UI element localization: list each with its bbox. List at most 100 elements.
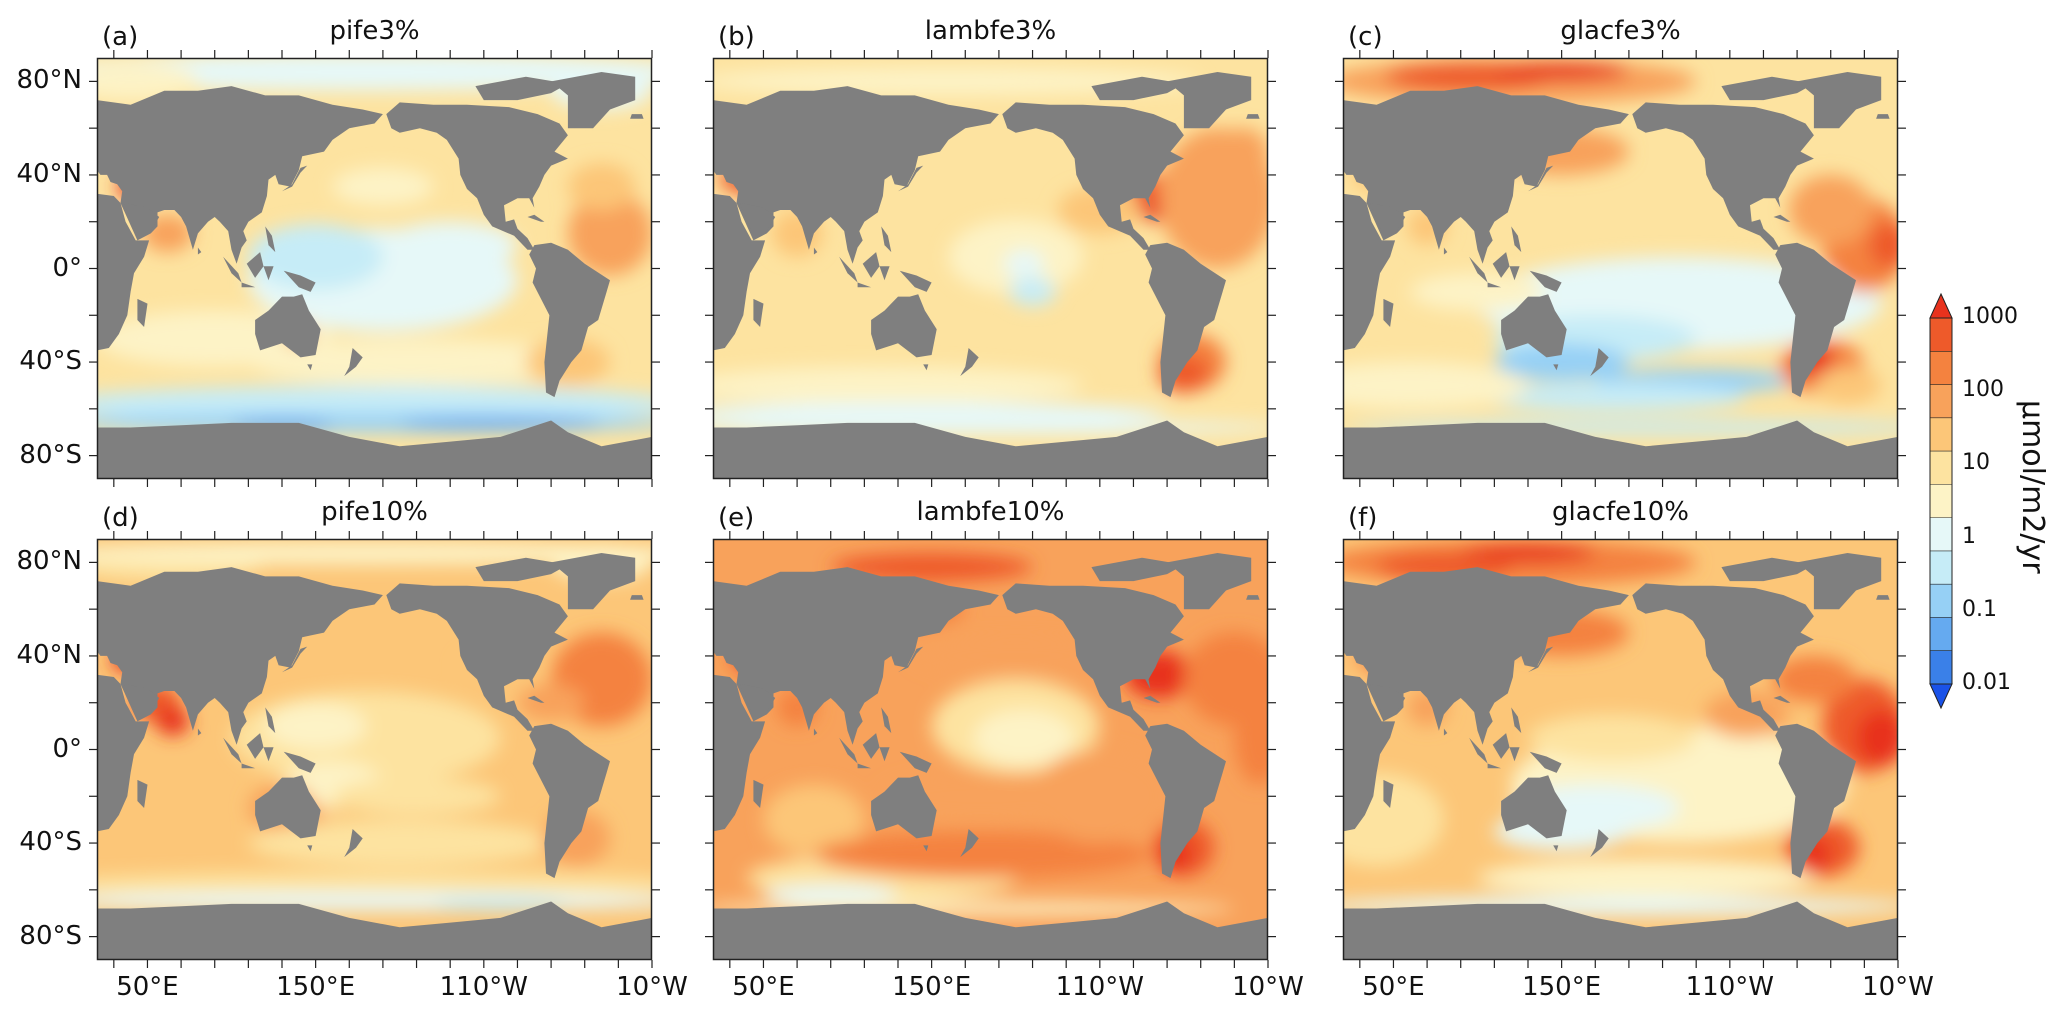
map-panel: (e) lambfe10% xyxy=(705,497,1276,968)
ocean-field-region xyxy=(1410,273,1545,311)
map-panel: (d) pife10% xyxy=(89,497,660,968)
land-cuba xyxy=(527,695,545,703)
ocean-field-region xyxy=(1460,543,1596,563)
ocean-field-region xyxy=(1869,221,1898,269)
land-eurasia xyxy=(713,567,999,745)
land-greenland xyxy=(551,553,636,610)
y-tick-label: 80°S xyxy=(19,920,82,951)
land-sumatra xyxy=(1469,256,1488,283)
x-tick-label: 110°W xyxy=(1685,972,1774,1002)
land-uk xyxy=(1268,614,1275,633)
land-sumatra xyxy=(223,737,242,764)
colorbar-tick-label: 1 xyxy=(1962,523,1976,549)
ocean-field-region xyxy=(1343,362,1528,409)
landmasses xyxy=(97,72,652,479)
axis-ticks xyxy=(89,531,660,968)
land-iceland xyxy=(1876,595,1890,600)
ocean-field xyxy=(1343,58,1898,479)
panel-label: (f) xyxy=(1348,503,1378,533)
map-frame xyxy=(712,57,1269,480)
landmasses xyxy=(713,553,1275,960)
land-arabia xyxy=(739,684,776,713)
ocean-field-region xyxy=(1788,174,1873,246)
ocean-field xyxy=(1343,539,1898,960)
land-australia xyxy=(1501,775,1567,839)
y-tick-label: 40°S xyxy=(19,827,82,858)
land-tasmania xyxy=(1553,845,1559,852)
land-north-america xyxy=(1002,102,1184,250)
map-frame xyxy=(1342,538,1899,961)
colorbar-segment xyxy=(1930,550,1952,585)
ocean-field-region xyxy=(1234,691,1268,785)
map-plot xyxy=(705,531,1276,968)
land-canada-islands xyxy=(1721,557,1814,582)
land-iceland xyxy=(630,114,644,119)
land-madagascar xyxy=(1383,298,1394,327)
ocean-field-region xyxy=(97,892,652,911)
colorbar-segment xyxy=(1930,351,1952,386)
map-frame xyxy=(96,538,653,961)
ocean-field-region xyxy=(332,777,501,815)
land-philippines xyxy=(1511,226,1522,253)
land-philippines xyxy=(1511,707,1522,734)
ocean-field xyxy=(97,58,652,479)
land-australia xyxy=(1501,294,1567,358)
colorbar-segment xyxy=(1930,318,1952,352)
land-arabia xyxy=(1369,684,1406,713)
land-sri-lanka xyxy=(197,728,202,736)
ocean-field-region xyxy=(248,224,383,290)
ocean-field-region xyxy=(1032,749,1168,844)
colorbar-segment xyxy=(1930,484,1952,519)
panel-label: (e) xyxy=(718,503,755,533)
x-tick-label: 10°W xyxy=(616,972,688,1002)
land-tasmania xyxy=(307,364,313,371)
land-sri-lanka xyxy=(197,247,202,255)
ocean-field-region xyxy=(713,366,1083,405)
land-north-america xyxy=(1632,102,1814,250)
land-new-zealand xyxy=(1590,348,1609,377)
land-africa xyxy=(97,193,150,351)
panel-label: (c) xyxy=(1348,22,1383,52)
x-tick-label: 150°E xyxy=(1522,972,1602,1002)
landmasses xyxy=(1343,553,1898,960)
land-north-america xyxy=(386,102,568,250)
land-eurasia xyxy=(1343,567,1629,745)
land-sumatra xyxy=(839,256,858,283)
ocean-field-region xyxy=(1343,772,1444,867)
land-japan xyxy=(282,165,308,192)
land-madagascar xyxy=(137,779,148,808)
land-eurasia xyxy=(1343,86,1629,264)
y-tick-label: 80°S xyxy=(19,439,82,470)
land-borneo xyxy=(862,252,880,278)
colorbar-max-arrow xyxy=(1929,292,1953,319)
land-arabia xyxy=(1369,203,1406,232)
land-south-america xyxy=(1775,242,1856,398)
land-africa xyxy=(1343,674,1396,832)
colorbar-tick-label: 10 xyxy=(1962,450,1990,476)
land-new-zealand xyxy=(960,348,979,377)
land-sri-lanka xyxy=(813,247,818,255)
land-papua xyxy=(1529,270,1562,292)
land-cuba xyxy=(527,214,545,222)
colorbar-segment xyxy=(1930,584,1952,618)
land-philippines xyxy=(881,707,892,734)
land-greenland xyxy=(1797,553,1882,610)
land-borneo xyxy=(1492,252,1510,278)
land-new-zealand xyxy=(344,829,363,858)
land-madagascar xyxy=(753,779,764,808)
ocean-field-region xyxy=(1771,655,1856,703)
land-madagascar xyxy=(1383,779,1394,808)
map-panel: (b) lambfe3% xyxy=(705,16,1276,487)
land-papua xyxy=(283,270,316,292)
map-frame xyxy=(712,538,1269,961)
y-tick-label: 40°N xyxy=(16,158,82,189)
y-tick-label: 40°S xyxy=(19,346,82,377)
land-africa xyxy=(713,674,766,832)
ocean-field-region xyxy=(155,707,190,736)
x-tick-label: 150°E xyxy=(892,972,972,1002)
panel-label: (d) xyxy=(102,503,139,533)
land-papua xyxy=(283,751,316,773)
land-sulawesi xyxy=(1509,266,1520,281)
land-australia xyxy=(255,775,321,839)
ocean-field-region xyxy=(813,831,1151,879)
